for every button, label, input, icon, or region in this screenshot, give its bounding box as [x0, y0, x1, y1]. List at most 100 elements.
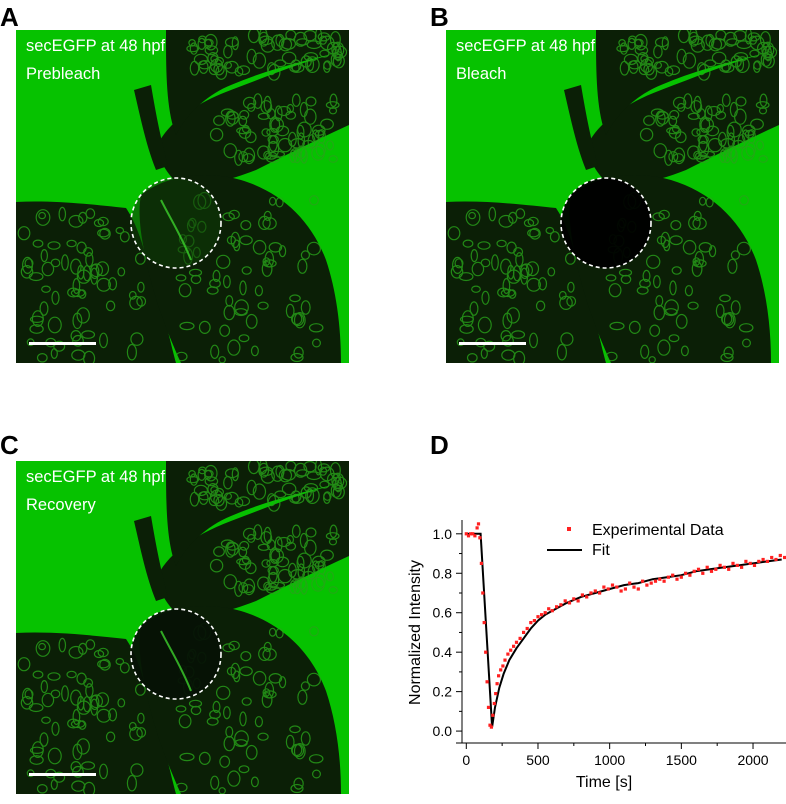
x-axis-label: Time [s]: [576, 774, 632, 791]
data-point: [632, 585, 636, 589]
data-point: [748, 561, 752, 565]
data-point: [688, 573, 692, 577]
data-point: [479, 561, 483, 565]
data-point: [503, 658, 507, 662]
micrograph-label-line2: Prebleach: [26, 65, 101, 83]
data-point: [770, 555, 774, 560]
legend-label-data: Experimental Data: [592, 522, 724, 539]
data-point: [555, 605, 559, 609]
tissue-image: [446, 30, 779, 363]
data-point: [567, 601, 572, 605]
tissue-stalk: [134, 516, 168, 601]
data-point: [666, 575, 670, 579]
data-point: [606, 587, 610, 591]
data-point: [774, 557, 778, 562]
scale-bar: [29, 342, 96, 345]
cell-membranes: [447, 30, 778, 363]
data-point: [731, 561, 735, 565]
data-point: [593, 589, 597, 593]
roi-dashed-circle: [560, 177, 652, 269]
data-point: [598, 591, 602, 595]
scale-bar: [29, 773, 96, 776]
panel-letter-a: A: [0, 2, 19, 32]
data-point: [744, 559, 748, 563]
data-point: [536, 615, 540, 619]
tissue-upper-band: [586, 50, 779, 190]
y-tick-label: 0.0: [433, 723, 453, 739]
data-point: [645, 583, 649, 587]
data-point: [491, 713, 495, 717]
roi-dashed-circle: [130, 177, 222, 269]
micrograph-recovery: secEGFP at 48 hpf Recovery: [16, 461, 349, 794]
scale-bar: [459, 342, 526, 345]
y-axis-label: Normalized Intensity: [407, 560, 424, 705]
data-point: [469, 532, 473, 536]
data-point: [619, 589, 623, 593]
tissue-upper-band: [156, 481, 349, 621]
data-point: [484, 650, 488, 654]
micrograph-label-line1: secEGFP at 48 hpf: [456, 37, 596, 55]
data-point: [563, 599, 567, 603]
data-point: [653, 579, 658, 583]
data-point: [512, 644, 516, 648]
data-point: [671, 573, 675, 577]
data-point: [658, 577, 662, 581]
data-point: [705, 565, 709, 569]
tissue-upper-band: [156, 50, 349, 190]
x-tick-label: 0: [462, 752, 470, 768]
data-point: [464, 532, 468, 536]
data-point: [489, 725, 493, 729]
roi-dashed-circle: [130, 608, 222, 700]
data-point: [649, 581, 653, 585]
panel-letter-b: B: [430, 2, 449, 32]
micrograph-bleach: secEGFP at 48 hpf Bleach: [446, 30, 779, 363]
tissue-image: [16, 30, 349, 363]
data-point: [485, 680, 489, 684]
data-point: [757, 559, 761, 563]
data-point: [615, 585, 619, 589]
data-point: [525, 626, 529, 631]
micrograph-label-line2: Bleach: [456, 65, 507, 83]
data-point: [783, 555, 786, 560]
micrograph-label-line1: secEGFP at 48 hpf: [26, 468, 166, 486]
data-point: [532, 619, 536, 623]
data-point: [522, 630, 526, 634]
data-point: [718, 563, 722, 567]
data-point: [709, 569, 714, 573]
y-tick-label: 0.2: [433, 684, 453, 700]
data-point: [550, 609, 554, 613]
bleach-region: [131, 178, 221, 268]
data-point: [636, 587, 640, 591]
data-point: [543, 611, 547, 615]
data-point: [529, 621, 533, 625]
data-point: [547, 607, 551, 611]
x-tick-label: 2000: [737, 752, 768, 768]
micrograph-label-line2: Recovery: [26, 496, 96, 514]
x-tick-label: 500: [526, 752, 550, 768]
y-tick-label: 1.0: [433, 526, 453, 542]
data-point: [675, 577, 679, 581]
data-point: [752, 563, 757, 567]
data-point: [509, 648, 513, 652]
data-point: [714, 567, 718, 571]
data-point: [580, 593, 584, 597]
data-point: [482, 621, 486, 625]
roi-membrane-streak: [160, 630, 192, 692]
data-point: [495, 682, 499, 686]
data-point: [506, 652, 510, 656]
bleach-region: [561, 178, 651, 268]
data-point: [761, 557, 765, 562]
data-point: [475, 526, 479, 530]
micrograph-prebleach: secEGFP at 48 hpf Prebleach: [16, 30, 349, 363]
data-point: [481, 591, 485, 595]
legend-swatch-data: [567, 527, 571, 531]
micrograph-label-line1: secEGFP at 48 hpf: [26, 37, 166, 55]
data-point: [692, 569, 696, 573]
data-point: [701, 571, 705, 575]
bleach-region: [131, 609, 221, 699]
data-point: [514, 640, 519, 644]
data-point: [778, 553, 782, 558]
data-point: [610, 583, 615, 587]
data-point: [497, 674, 501, 678]
cell-membranes: [17, 461, 348, 794]
